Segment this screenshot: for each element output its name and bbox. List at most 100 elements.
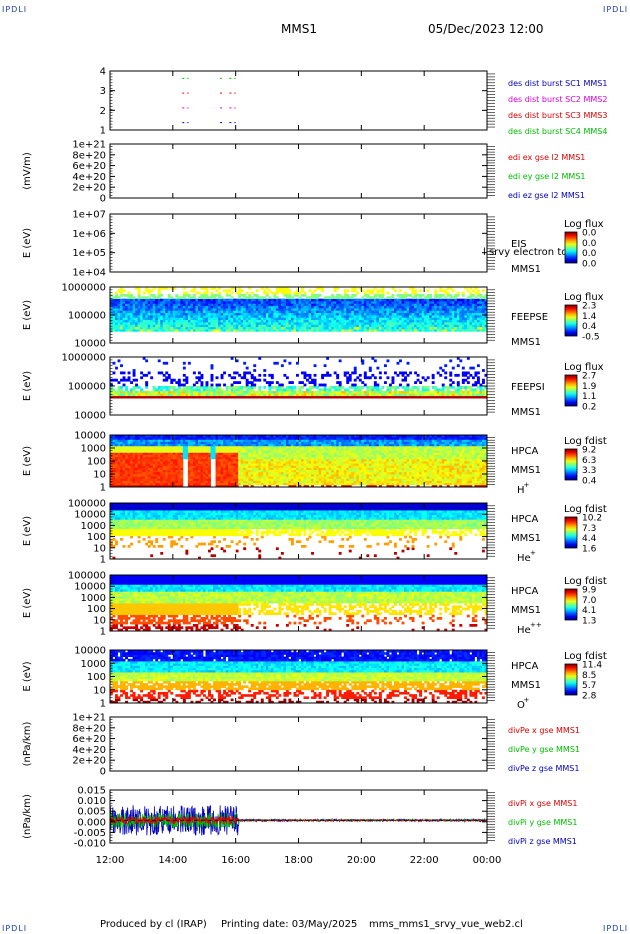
heatmap-cell — [192, 439, 196, 442]
heatmap-cell — [200, 317, 204, 321]
heatmap-cell — [122, 435, 126, 438]
heatmap-cell — [366, 329, 370, 332]
heatmap-cell — [238, 324, 242, 328]
heatmap-cell — [132, 308, 136, 311]
heatmap-cell — [290, 319, 294, 323]
heatmap-cell — [125, 467, 128, 471]
heatmap-cell — [459, 390, 463, 394]
heatmap-cell — [135, 395, 139, 399]
colorbar — [564, 304, 578, 337]
heatmap-cell — [197, 310, 201, 314]
heatmap-cell — [192, 458, 196, 462]
heatmap-cell — [238, 287, 242, 290]
heatmap-cell — [170, 441, 174, 445]
heatmap-cell — [464, 371, 468, 375]
heatmap-cell — [245, 395, 249, 399]
heatmap-cell — [396, 312, 400, 316]
heatmap-cell — [243, 376, 247, 380]
heatmap-cell — [215, 469, 219, 473]
heatmap-cell — [376, 324, 380, 328]
heatmap-cell — [454, 308, 458, 311]
heatmap-cell — [461, 326, 465, 330]
heatmap-cell — [228, 310, 232, 314]
heatmap-cell — [421, 305, 425, 309]
heatmap-cell — [147, 439, 151, 442]
heatmap-cell — [273, 393, 277, 397]
heatmap-cell — [434, 296, 438, 300]
heatmap-cell — [185, 324, 189, 328]
heatmap-cell — [110, 439, 113, 442]
heatmap-cell — [409, 395, 412, 399]
heatmap-cell — [233, 395, 237, 399]
heatmap-cell — [351, 393, 355, 397]
heatmap-cell — [132, 298, 136, 302]
heatmap-cell — [233, 478, 237, 481]
heatmap-cell — [115, 480, 118, 484]
heatmap-cell — [419, 317, 423, 321]
heatmap-cell — [481, 310, 485, 314]
heatmap-cell — [404, 301, 407, 304]
heatmap-cell — [187, 478, 191, 481]
heatmap-cell — [172, 301, 176, 304]
heatmap-cell — [177, 301, 181, 304]
heatmap-cell — [253, 383, 257, 387]
heatmap-cell — [265, 329, 269, 332]
heatmap-cell — [253, 310, 257, 314]
heatmap-cell — [210, 376, 214, 380]
heatmap-cell — [441, 388, 445, 392]
heatmap-cell — [137, 301, 141, 304]
heatmap-cell — [210, 296, 214, 300]
heatmap-cell — [278, 301, 282, 304]
heatmap-cell — [170, 312, 174, 316]
heatmap-cell — [290, 315, 294, 318]
heatmap-cell — [419, 381, 423, 384]
heatmap-cell — [260, 319, 264, 323]
heatmap-cell — [313, 383, 317, 387]
heatmap-cell — [233, 458, 237, 462]
heatmap-cell — [175, 458, 179, 462]
heatmap-cell — [441, 386, 445, 389]
heatmap-cell — [270, 376, 274, 380]
heatmap-cell — [200, 373, 204, 377]
heatmap-cell — [192, 312, 196, 316]
heatmap-cell — [265, 312, 269, 316]
heatmap-cell — [273, 319, 277, 323]
heatmap-cell — [240, 305, 244, 309]
heatmap-cell — [202, 484, 206, 488]
heatmap-cell — [363, 294, 367, 297]
heatmap-cell — [132, 388, 136, 392]
heatmap-cell — [394, 308, 397, 311]
heatmap-cell — [323, 319, 327, 323]
heatmap-cell — [218, 319, 221, 323]
heatmap-cell — [326, 388, 330, 392]
heatmap-cell — [391, 319, 395, 323]
heatmap-cell — [125, 445, 128, 449]
heatmap-cell — [253, 329, 257, 332]
heatmap-cell — [137, 480, 141, 484]
heatmap-cell — [386, 315, 390, 318]
y-tick-label: 1000000 — [61, 353, 106, 364]
heatmap-cell — [353, 287, 357, 290]
heatmap-cell — [343, 317, 347, 321]
heatmap-cell — [157, 471, 161, 475]
heatmap-cell — [456, 317, 460, 321]
heatmap-cell — [313, 303, 317, 307]
heatmap-cell — [371, 317, 375, 321]
heatmap-cell — [172, 458, 176, 462]
heatmap-cell — [170, 467, 174, 471]
heatmap-cell — [471, 308, 475, 311]
heatmap-cell — [238, 296, 242, 300]
heatmap-cell — [373, 287, 377, 290]
heatmap-cell — [471, 395, 475, 399]
heatmap-cell — [180, 301, 184, 304]
heatmap-cell — [197, 443, 201, 447]
heatmap-cell — [343, 324, 347, 328]
heatmap-cell — [215, 319, 219, 323]
heatmap-cell — [275, 301, 279, 304]
heatmap-cell — [321, 395, 325, 399]
heatmap-cell — [323, 393, 327, 397]
heatmap-cell — [130, 305, 134, 309]
heatmap-cell — [137, 452, 141, 455]
heatmap-cell — [160, 456, 164, 460]
heatmap-cell — [288, 390, 292, 394]
